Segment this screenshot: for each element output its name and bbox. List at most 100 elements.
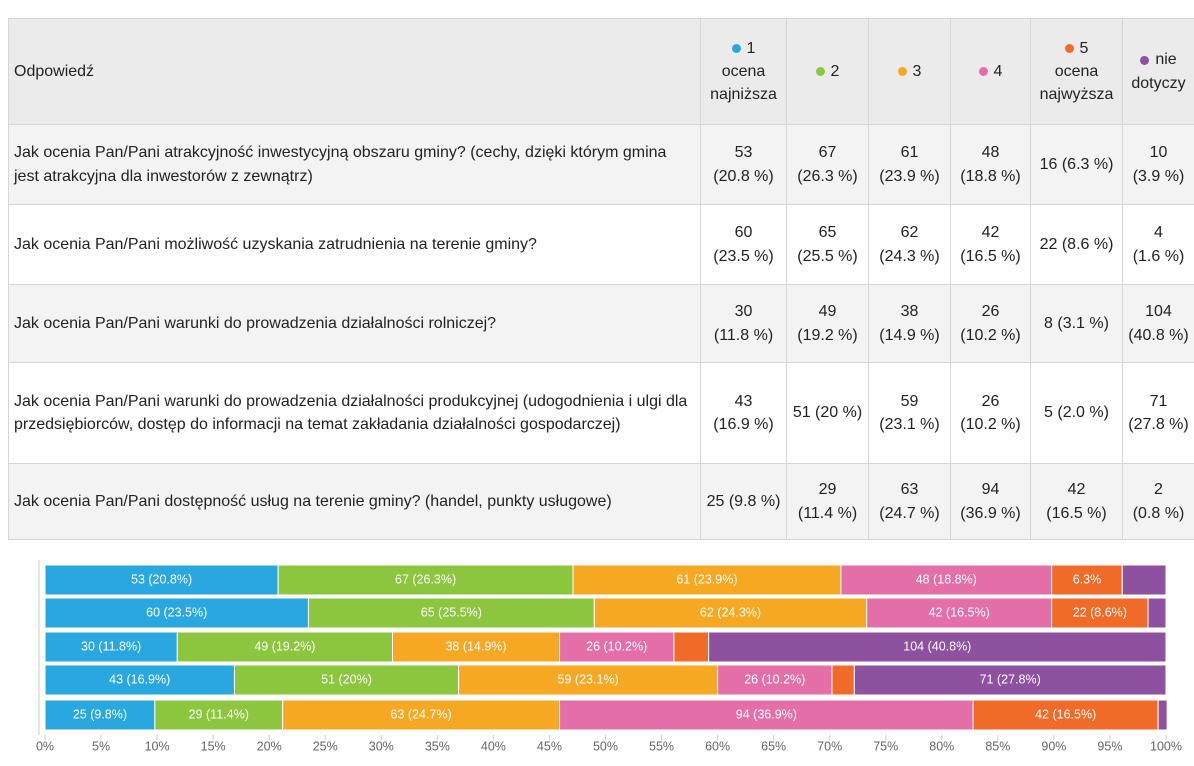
value-cell: 49 (19.2 %) <box>786 284 869 363</box>
header-cell: nie dotyczy <box>1122 18 1194 125</box>
header-cell: 1 ocena najniższa <box>700 18 787 125</box>
value-cell: 61 (23.9 %) <box>868 124 951 205</box>
data-label: 43 (16.9%) <box>109 672 170 686</box>
value-cell: 29 (11.4 %) <box>786 463 869 540</box>
bar-segment <box>866 597 1053 629</box>
header-text: 1 <box>746 39 756 57</box>
bar-segment <box>559 699 974 731</box>
data-label: 63 (24.7%) <box>391 707 452 721</box>
value-cell: 8 (3.1 %) <box>1030 284 1123 363</box>
bar-segment <box>44 664 235 696</box>
header-note: ocena najniższa <box>710 62 777 104</box>
table-row: Jak ocenia Pan/Pani warunki do prowadzen… <box>8 284 1194 363</box>
legend-dot <box>731 43 741 53</box>
x-tick-label: 60% <box>705 739 730 753</box>
bar-segment <box>458 664 719 696</box>
header-text: 3 <box>912 62 922 80</box>
data-label: 59 (23.1%) <box>558 672 619 686</box>
x-tick-label: 30% <box>369 739 394 753</box>
value-cell: 48 (18.8 %) <box>950 124 1031 205</box>
bar-segment <box>392 631 561 663</box>
x-tick-label: 45% <box>537 739 562 753</box>
value-cell: 26 (10.2 %) <box>950 284 1031 363</box>
value-cell: 51 (20 %) <box>786 362 869 464</box>
table-row: Jak ocenia Pan/Pani dostępność usług na … <box>8 463 1194 540</box>
value-cell: 59 (23.1 %) <box>868 362 951 464</box>
data-label: 48 (18.8%) <box>916 572 977 586</box>
data-label: 42 (16.5%) <box>1035 707 1096 721</box>
x-tick-label: 25% <box>313 739 338 753</box>
value-cell: 16 (6.3 %) <box>1030 124 1123 205</box>
data-label: 25 (9.8%) <box>73 707 127 721</box>
bar-segment <box>1051 597 1149 629</box>
value-cell: 42 (16.5 %) <box>1030 463 1123 540</box>
bar-segment <box>1147 597 1167 629</box>
header-note: dotyczy <box>1131 74 1186 92</box>
value-cell: 94 (36.9 %) <box>950 463 1031 540</box>
data-label: 104 (40.8%) <box>903 639 971 653</box>
value-cell: 104 (40.8 %) <box>1122 284 1194 363</box>
x-tick-label: 50% <box>593 739 618 753</box>
value-cell: 25 (9.8 %) <box>700 463 787 540</box>
x-tick-label: 70% <box>817 739 842 753</box>
value-cell: 71 (27.8 %) <box>1122 362 1194 464</box>
data-label: 42 (16.5%) <box>929 605 990 619</box>
data-label: 62 (24.3%) <box>700 605 761 619</box>
x-tick-label: 35% <box>425 739 450 753</box>
table-row: Jak ocenia Pan/Pani atrakcyjność inwesty… <box>8 124 1194 205</box>
table-body: Odpowiedź 1 ocena najniższa 2 3 4 5 ocena najwy… <box>8 18 1194 540</box>
value-cell: 30 (11.8 %) <box>700 284 787 363</box>
question-cell: Jak ocenia Pan/Pani atrakcyjność inwesty… <box>8 124 701 205</box>
header-text: 2 <box>830 62 840 80</box>
bar-segment <box>44 597 309 629</box>
data-label: 65 (25.5%) <box>421 605 482 619</box>
data-label: 60 (23.5%) <box>146 605 207 619</box>
header-cell: 5 ocena najwyższa <box>1030 18 1123 125</box>
x-tick-label: 85% <box>985 739 1010 753</box>
x-tick-label: 75% <box>873 739 898 753</box>
bar-segment <box>708 631 1167 663</box>
legend-dot <box>815 67 825 77</box>
header-cell: 4 <box>950 18 1031 125</box>
x-tick-label: 80% <box>929 739 954 753</box>
x-tick-label: 100% <box>1150 739 1182 753</box>
x-tick-label: 65% <box>761 739 786 753</box>
question-cell: Jak ocenia Pan/Pani możliwość uzyskania … <box>8 204 701 285</box>
table-wrap: Odpowiedź 1 ocena najniższa 2 3 4 5 ocena najwy… <box>8 18 1194 540</box>
bar-segment <box>1121 564 1167 596</box>
value-cell: 10 (3.9 %) <box>1122 124 1194 205</box>
data-label: 29 (11.4%) <box>189 707 249 721</box>
bar-segment <box>673 631 710 663</box>
header-cell: 3 <box>868 18 951 125</box>
x-tick-label: 90% <box>1041 739 1066 753</box>
value-cell: 4 (1.6 %) <box>1122 204 1194 285</box>
header-note: ocena najwyższa <box>1039 62 1114 104</box>
header-row: Odpowiedź 1 ocena najniższa 2 3 4 5 ocena najwy… <box>8 18 1194 125</box>
x-tick-label: 40% <box>481 739 506 753</box>
value-cell: 60 (23.5 %) <box>700 204 787 285</box>
data-label: 6.3% <box>1073 572 1102 586</box>
value-cell: 42 (16.5 %) <box>950 204 1031 285</box>
header-text: 4 <box>993 62 1003 80</box>
bar-segment <box>559 631 675 663</box>
table-row: Jak ocenia Pan/Pani warunki do prowadzen… <box>8 362 1194 464</box>
question-cell: Jak ocenia Pan/Pani warunki do prowadzen… <box>8 284 701 363</box>
data-label: 53 (20.8%) <box>131 572 192 586</box>
header-text: nie <box>1155 51 1177 69</box>
x-tick-label: 10% <box>145 739 170 753</box>
bar-segment <box>831 664 855 696</box>
x-tick-label: 5% <box>92 739 110 753</box>
data-label: 26 (10.2%) <box>744 672 805 686</box>
data-label: 71 (27.8%) <box>980 672 1041 686</box>
question-cell: Jak ocenia Pan/Pani dostępność usług na … <box>8 463 701 540</box>
data-label: 61 (23.9%) <box>676 572 737 586</box>
results-table: Odpowiedź 1 ocena najniższa 2 3 4 5 ocena najwy… <box>8 18 1194 540</box>
bar-segment <box>44 699 156 731</box>
value-cell: 2 (0.8 %) <box>1122 463 1194 540</box>
bar-segment <box>853 664 1167 696</box>
value-cell: 53 (20.8 %) <box>700 124 787 205</box>
legend-dot <box>978 67 988 77</box>
legend-dot <box>1140 55 1150 65</box>
header-cell: 2 <box>786 18 869 125</box>
